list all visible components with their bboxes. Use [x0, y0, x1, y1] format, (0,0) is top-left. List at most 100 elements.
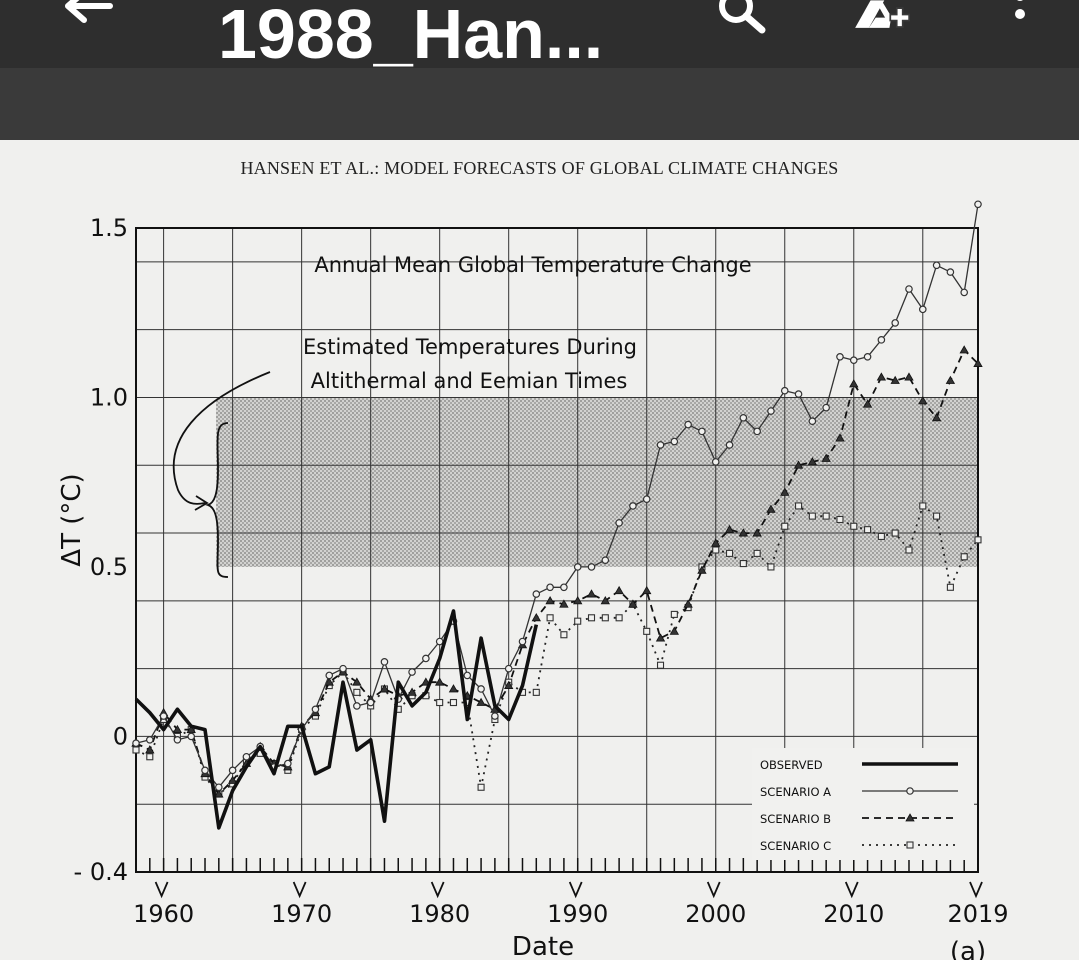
- point-scenario-a: [491, 712, 499, 720]
- point-scenario-a: [173, 736, 182, 744]
- point-scenario-c: [850, 522, 858, 530]
- point-scenario-c: [933, 512, 941, 520]
- x-tick-marker: [969, 881, 983, 899]
- point-scenario-a: [918, 305, 927, 314]
- point-scenario-b: [862, 399, 873, 408]
- point-scenario-b: [835, 433, 845, 442]
- point-scenario-a: [325, 671, 334, 680]
- point-scenario-a: [366, 698, 375, 707]
- point-scenario-b: [766, 504, 776, 513]
- point-scenario-b: [352, 677, 362, 686]
- point-scenario-c: [449, 698, 458, 707]
- point-scenario-c: [739, 560, 747, 568]
- point-scenario-a: [560, 583, 568, 592]
- series-line-observed: [134, 609, 539, 830]
- document-title: 1988_Han...: [218, 0, 604, 73]
- point-scenario-a: [739, 414, 748, 422]
- point-scenario-c: [836, 515, 844, 524]
- point-scenario-b: [973, 358, 983, 367]
- point-scenario-b: [614, 585, 624, 595]
- point-scenario-c: [601, 614, 609, 622]
- point-scenario-a: [780, 386, 789, 395]
- point-scenario-a: [532, 590, 541, 598]
- point-scenario-b: [780, 487, 790, 496]
- point-scenario-c: [864, 526, 872, 534]
- point-scenario-a: [408, 668, 416, 676]
- x-tick-label: 1960: [133, 900, 194, 928]
- point-scenario-b: [573, 596, 583, 605]
- point-scenario-b: [600, 596, 611, 605]
- plot-frame: [135, 227, 979, 873]
- point-scenario-a: [159, 712, 168, 720]
- x-tick-marker: [844, 881, 859, 899]
- x-tick-marker: [568, 881, 583, 899]
- point-scenario-b: [531, 612, 541, 622]
- more-vert-icon[interactable]: [990, 0, 1050, 40]
- chart-title: Annual Mean Global Temperature Change: [314, 253, 751, 277]
- point-scenario-b: [628, 599, 638, 608]
- point-scenario-a: [642, 495, 651, 503]
- point-scenario-b: [683, 599, 693, 608]
- point-scenario-a: [546, 583, 554, 592]
- point-scenario-a: [187, 732, 196, 741]
- point-scenario-c: [436, 698, 444, 707]
- point-scenario-c: [560, 631, 568, 639]
- back-arrow-icon[interactable]: [58, 0, 118, 42]
- search-icon[interactable]: [712, 0, 772, 40]
- point-scenario-b: [379, 684, 390, 693]
- y-tick-label: 0: [113, 722, 128, 750]
- y-tick-label: - 0.4: [74, 858, 128, 886]
- point-scenario-a: [794, 390, 803, 398]
- legend-label-scenario-b: SCENARIO B: [760, 812, 831, 826]
- point-scenario-b: [918, 396, 928, 405]
- point-scenario-a: [201, 766, 209, 775]
- point-scenario-a: [808, 417, 817, 426]
- point-scenario-a: [601, 556, 610, 564]
- legend-marker-scenario-b: [905, 813, 915, 822]
- point-scenario-c: [615, 614, 623, 622]
- point-scenario-b: [697, 565, 707, 574]
- annotation-line-1: Estimated Temperatures During: [303, 335, 637, 359]
- point-scenario-b: [945, 375, 956, 384]
- point-scenario-c: [891, 529, 899, 537]
- point-scenario-a: [960, 288, 968, 297]
- annotation-brace: [205, 422, 229, 578]
- running-header: HANSEN ET AL.: MODEL FORECASTS OF GLOBAL…: [240, 158, 839, 178]
- point-scenario-c: [712, 546, 720, 554]
- point-scenario-c: [877, 532, 885, 540]
- point-scenario-a: [905, 285, 913, 293]
- point-scenario-a: [974, 200, 982, 209]
- annotation-arrow-head: [194, 495, 209, 511]
- x-tick-label: 1980: [409, 900, 470, 928]
- point-scenario-b: [145, 745, 155, 754]
- point-scenario-c: [753, 549, 761, 557]
- point-scenario-b: [876, 372, 887, 381]
- x-tick-marker: [706, 881, 721, 899]
- point-scenario-c: [146, 753, 154, 761]
- legend-label-scenario-c: SCENARIO C: [760, 839, 831, 853]
- point-scenario-b: [821, 453, 831, 462]
- point-scenario-c: [725, 549, 734, 557]
- point-scenario-c: [781, 522, 789, 530]
- point-scenario-c: [546, 614, 554, 622]
- point-scenario-a: [353, 702, 361, 710]
- point-scenario-c: [532, 688, 540, 696]
- point-scenario-a: [836, 352, 844, 361]
- point-scenario-c: [353, 688, 361, 696]
- point-scenario-a: [684, 420, 692, 429]
- y-tick-label: 1.0: [90, 383, 128, 411]
- point-scenario-a: [573, 563, 582, 571]
- point-scenario-a: [422, 654, 430, 663]
- x-tick-marker: [430, 881, 445, 899]
- legend-box: [752, 748, 974, 860]
- y-tick-label: 1.5: [90, 214, 128, 242]
- point-scenario-b: [434, 677, 445, 686]
- point-scenario-a: [932, 261, 941, 270]
- point-scenario-b: [724, 524, 735, 534]
- point-scenario-c: [974, 536, 982, 544]
- x-tick-label: 1990: [547, 900, 608, 928]
- add-to-drive-icon[interactable]: [850, 0, 910, 40]
- point-scenario-a: [670, 437, 679, 446]
- point-scenario-b: [214, 789, 224, 798]
